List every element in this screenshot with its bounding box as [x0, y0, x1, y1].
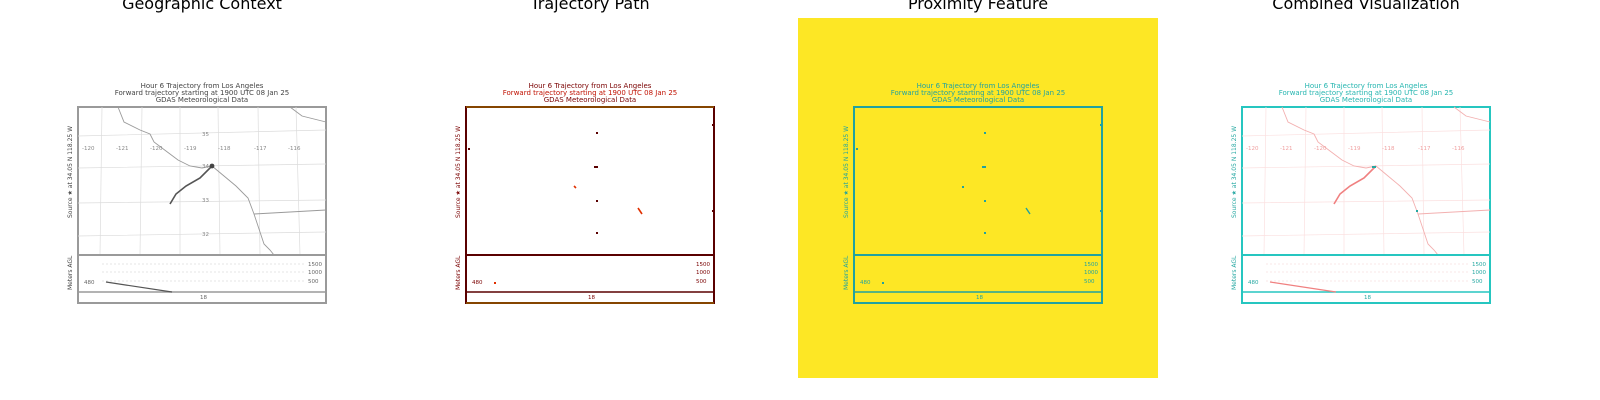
- svg-text:GDAS Meteorological Data: GDAS Meteorological Data: [932, 96, 1024, 104]
- svg-text:-117: -117: [254, 146, 267, 152]
- svg-text:Source ★ at 34.05 N 118.25 W: Source ★ at 34.05 N 118.25 W: [843, 126, 850, 218]
- svg-text:480: 480: [84, 280, 95, 286]
- svg-text:1000: 1000: [308, 270, 322, 276]
- lon-labels: -120 -121 -120 -119 -118 -117 -116: [82, 146, 301, 152]
- svg-text:-117: -117: [1418, 146, 1431, 152]
- svg-text:Source ★ at 34.05 N 118.25 W: Source ★ at 34.05 N 118.25 W: [1231, 126, 1238, 218]
- svg-text:18: 18: [588, 295, 595, 301]
- map-frame: [465, 106, 715, 256]
- svg-text:GDAS Meteorological Data: GDAS Meteorological Data: [544, 96, 636, 104]
- source-marker: [209, 163, 215, 169]
- svg-text:GDAS Meteorological Data: GDAS Meteorological Data: [1320, 96, 1412, 104]
- svg-text:480: 480: [860, 280, 871, 286]
- height-panel-frame: [1241, 254, 1491, 304]
- coastline: [117, 106, 327, 256]
- combined-visualization-image: Hour 6 Trajectory from Los Angeles Forwa…: [1231, 82, 1491, 304]
- svg-text:33: 33: [202, 198, 209, 204]
- svg-text:480: 480: [1248, 280, 1259, 286]
- height-trajectory-line: [105, 281, 173, 293]
- height-panel-frame: [77, 254, 327, 304]
- svg-text:Meters AGL: Meters AGL: [455, 255, 462, 290]
- svg-text:-119: -119: [184, 146, 197, 152]
- panel-proximity-feature: Hour 6 Trajectory from Los Angeles Forwa…: [798, 18, 1158, 378]
- svg-text:Forward trajectory starting at: Forward trajectory starting at 1900 UTC …: [891, 89, 1065, 97]
- svg-text:-116: -116: [1452, 146, 1465, 152]
- plot-title-line2: Forward trajectory starting at 1900 UTC …: [115, 89, 289, 97]
- svg-text:Forward trajectory starting at: Forward trajectory starting at 1900 UTC …: [1279, 89, 1453, 97]
- svg-text:-118: -118: [1382, 146, 1395, 152]
- height-panel-frame: [853, 254, 1103, 304]
- svg-text:Hour 6 Trajectory from Los Ang: Hour 6 Trajectory from Los Angeles: [529, 82, 652, 90]
- svg-text:-121: -121: [116, 146, 128, 152]
- svg-text:Hour 6 Trajectory from Los Ang: Hour 6 Trajectory from Los Angeles: [1305, 82, 1428, 90]
- panel-trajectory-path: Hour 6 Trajectory from Los Angeles Forwa…: [410, 18, 770, 378]
- svg-text:-120: -120: [150, 146, 163, 152]
- plot-title-line3: GDAS Meteorological Data: [156, 96, 248, 104]
- panel-title-geographic-context: Geographic Context: [122, 0, 282, 13]
- svg-text:Source ★ at 34.05 N 118.25 W: Source ★ at 34.05 N 118.25 W: [455, 126, 462, 218]
- svg-text:18: 18: [1364, 295, 1371, 301]
- panel-title-proximity-feature: Proximity Feature: [907, 0, 1049, 13]
- svg-text:18: 18: [976, 295, 983, 301]
- svg-text:-120: -120: [82, 146, 95, 152]
- map-grid: [77, 106, 327, 256]
- sparse-points: [468, 124, 714, 234]
- svg-text:500: 500: [696, 279, 707, 285]
- svg-text:-120: -120: [1246, 146, 1259, 152]
- geographic-context-image: Hour 6 Trajectory from Los Angeles Forwa…: [67, 82, 327, 304]
- svg-text:1500: 1500: [308, 262, 322, 268]
- svg-text:-116: -116: [288, 146, 301, 152]
- coastline: [1281, 106, 1491, 256]
- plot-title-line1: Hour 6 Trajectory from Los Angeles: [141, 82, 264, 90]
- lat-labels: 35 34 33 32: [202, 132, 209, 238]
- svg-text:-120: -120: [1314, 146, 1327, 152]
- map-frame: [77, 106, 327, 256]
- svg-text:-119: -119: [1348, 146, 1361, 152]
- svg-text:32: 32: [202, 232, 209, 238]
- svg-text:1000: 1000: [696, 270, 710, 276]
- trajectory-fragments: [573, 185, 643, 215]
- svg-text:1500: 1500: [696, 262, 710, 268]
- svg-text:1000: 1000: [1084, 270, 1098, 276]
- svg-text:Meters AGL: Meters AGL: [1231, 255, 1238, 290]
- proximity-feature-image: Hour 6 Trajectory from Los Angeles Forwa…: [798, 18, 1158, 378]
- panel-combined-visualization: Hour 6 Trajectory from Los Angeles Forwa…: [1186, 18, 1546, 378]
- svg-text:18: 18: [200, 295, 207, 301]
- proximity-background: [798, 18, 1158, 378]
- panel-title-combined-visualization: Combined Visualization: [1272, 0, 1460, 13]
- svg-text:480: 480: [472, 280, 483, 286]
- svg-text:-121: -121: [1280, 146, 1292, 152]
- svg-text:500: 500: [308, 279, 319, 285]
- height-panel-label: Meters AGL: [67, 255, 74, 290]
- svg-text:500: 500: [1472, 279, 1483, 285]
- source-label: Source ★ at 34.05 N 118.25 W: [67, 126, 74, 218]
- svg-text:Hour 6 Trajectory from Los Ang: Hour 6 Trajectory from Los Angeles: [917, 82, 1040, 90]
- trajectory-line: [169, 165, 213, 205]
- svg-text:1500: 1500: [1472, 262, 1486, 268]
- trajectory-line: [1333, 165, 1377, 205]
- svg-text:500: 500: [1084, 279, 1095, 285]
- panel-geographic-context: Hour 6 Trajectory from Los Angeles Forwa…: [22, 18, 382, 378]
- svg-text:Meters AGL: Meters AGL: [843, 255, 850, 290]
- svg-text:34: 34: [202, 164, 209, 170]
- svg-text:Forward trajectory starting at: Forward trajectory starting at 1900 UTC …: [503, 89, 677, 97]
- svg-text:35: 35: [202, 132, 209, 138]
- svg-text:-118: -118: [218, 146, 231, 152]
- sparse-points: [856, 124, 1102, 234]
- svg-text:1500: 1500: [1084, 262, 1098, 268]
- svg-text:1000: 1000: [1472, 270, 1486, 276]
- trajectory-path-image: Hour 6 Trajectory from Los Angeles Forwa…: [455, 82, 715, 304]
- panel-title-trajectory-path: Trajectory Path: [530, 0, 650, 13]
